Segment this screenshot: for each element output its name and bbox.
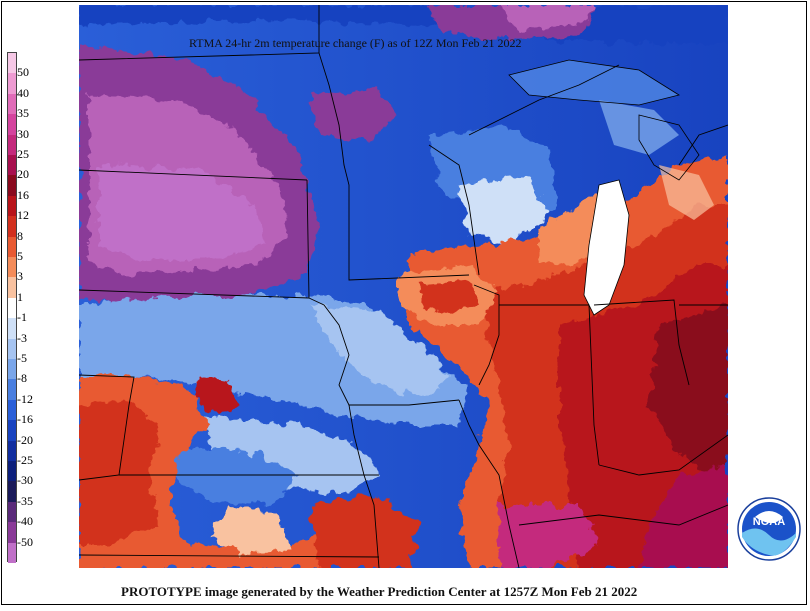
color-legend-bar (7, 52, 17, 564)
legend-swatch (8, 379, 16, 401)
legend-label: 8 (17, 228, 23, 243)
footer-caption: PROTOTYPE image generated by the Weather… (121, 584, 638, 599)
legend-swatch (8, 53, 16, 74)
legend-label: 5 (17, 249, 23, 263)
legend-swatch (8, 277, 16, 299)
legend-swatch (8, 542, 16, 564)
legend-label: -35 (17, 493, 33, 508)
legend-swatch (8, 399, 16, 421)
legend-swatch (8, 359, 16, 380)
legend-label: -5 (17, 351, 27, 365)
legend-label: -40 (17, 514, 33, 529)
legend-label: 12 (17, 208, 29, 223)
legend-label: 20 (17, 167, 29, 182)
legend-swatch (8, 338, 16, 360)
legend-label: -8 (17, 371, 27, 386)
legend-label: 35 (17, 106, 29, 121)
legend-label: 1 (17, 289, 23, 304)
noaa-logo: NOAA (737, 497, 801, 561)
legend-label: 25 (17, 147, 29, 161)
legend-swatch (8, 134, 16, 156)
legend-swatch (8, 216, 16, 238)
legend-swatch (8, 93, 16, 115)
legend-label: 3 (17, 269, 23, 284)
legend-label: 50 (17, 65, 29, 80)
legend-label: -1 (17, 310, 27, 325)
legend-swatch (8, 175, 16, 197)
legend-swatch (8, 501, 16, 523)
legend-swatch (8, 461, 16, 482)
legend-label: -12 (17, 391, 33, 406)
legend-label: -16 (17, 412, 33, 427)
noaa-logo-text: NOAA (753, 516, 785, 528)
map-title: RTMA 24-hr 2m temperature change (F) as … (189, 36, 522, 50)
legend-swatch (8, 481, 16, 503)
legend-label: -25 (17, 453, 33, 467)
legend-swatch (8, 318, 16, 340)
legend-swatch (8, 420, 16, 442)
legend-swatch (8, 114, 16, 136)
legend-swatch (8, 257, 16, 278)
legend-swatch (8, 297, 16, 319)
legend-label: -50 (17, 534, 33, 549)
temperature-change-map (79, 5, 728, 568)
legend-swatch (8, 522, 16, 544)
legend-swatch (8, 73, 16, 95)
legend-label: -3 (17, 330, 27, 345)
legend-label: 16 (17, 187, 29, 202)
legend-swatch (8, 236, 16, 258)
legend-label: -30 (17, 473, 33, 488)
legend-swatch (8, 155, 16, 176)
legend-label: -20 (17, 432, 33, 447)
legend-label: 30 (17, 126, 29, 141)
legend-label: 40 (17, 85, 29, 100)
legend-swatch (8, 195, 16, 217)
legend-swatch (8, 440, 16, 462)
